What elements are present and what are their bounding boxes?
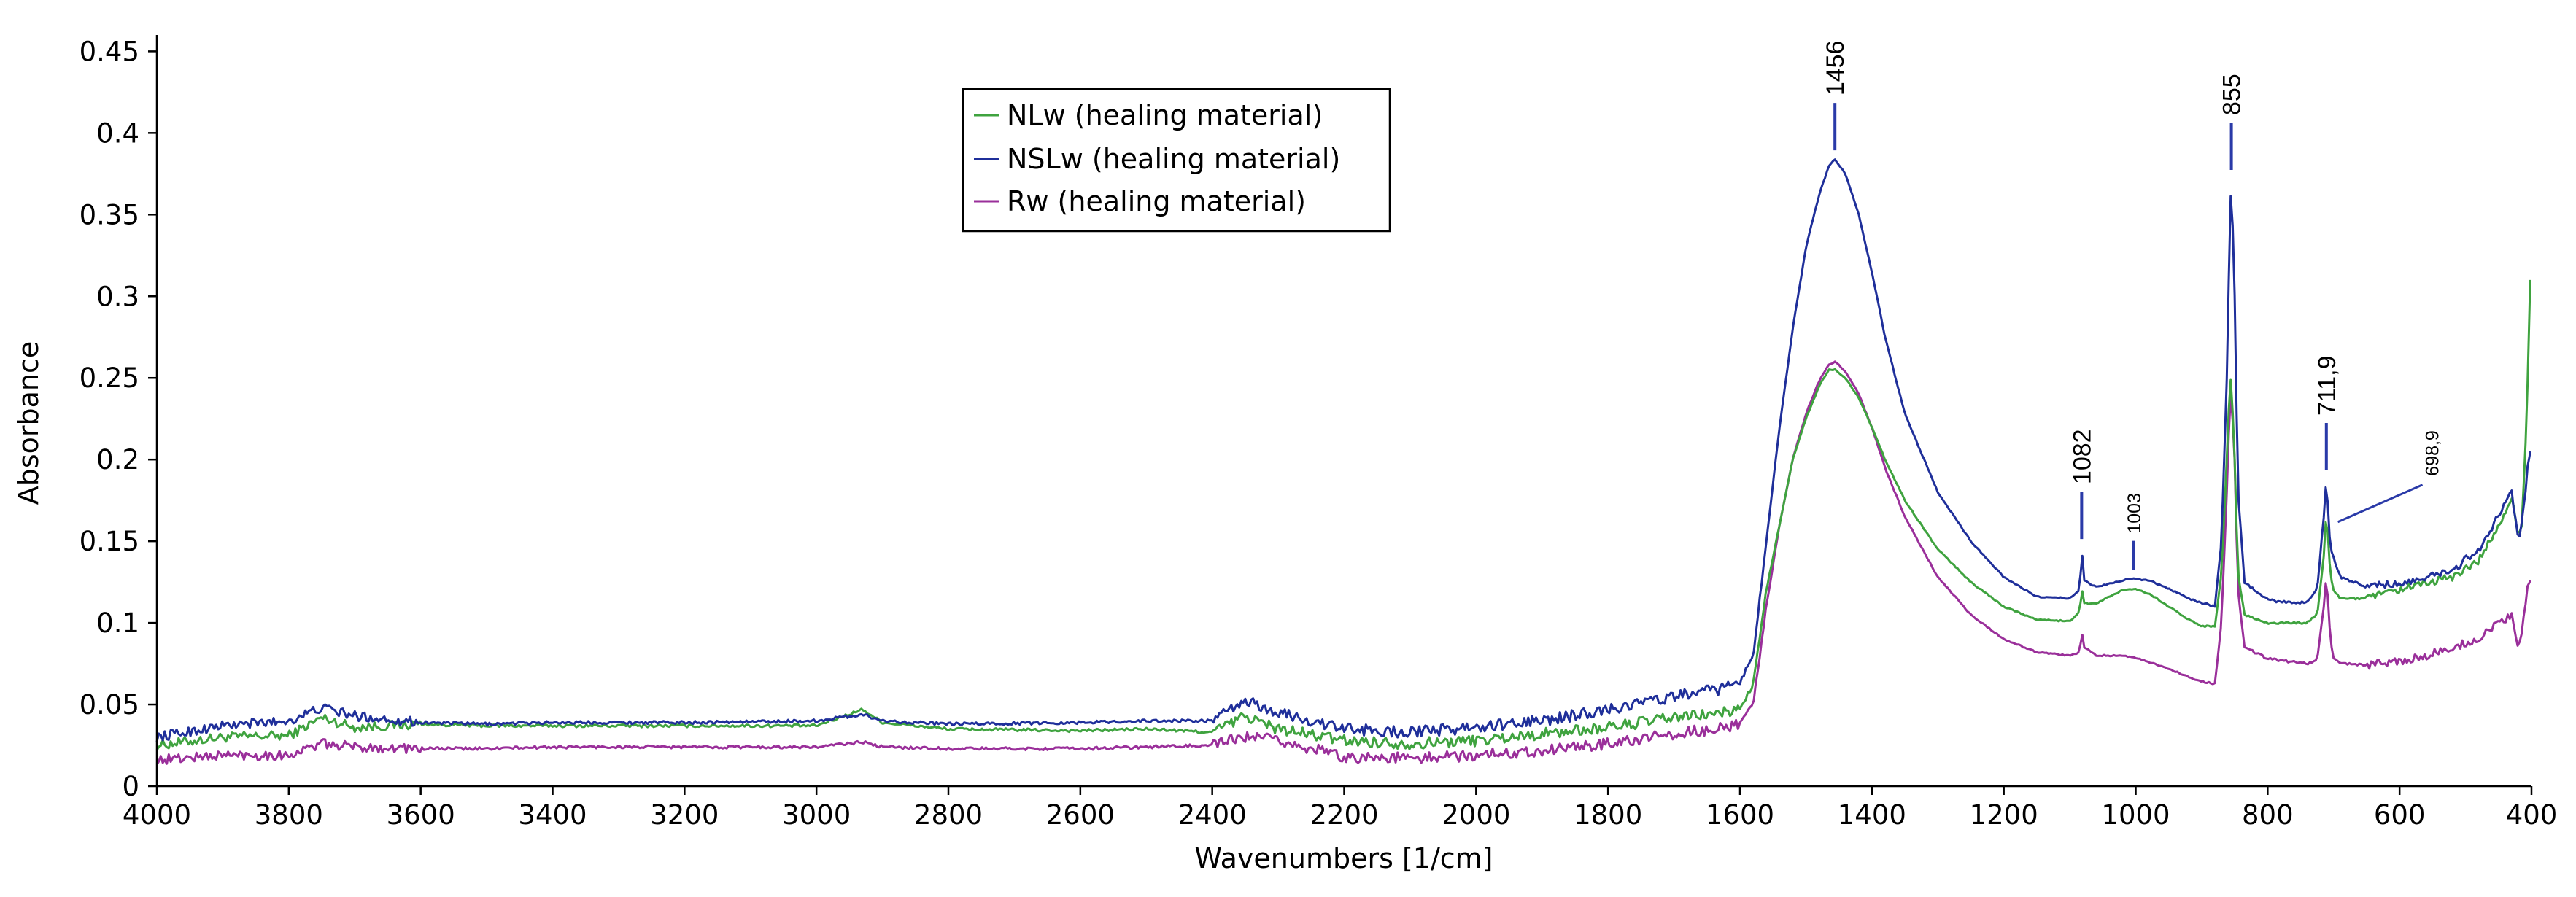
peak-label-text: 711,9: [2313, 355, 2341, 416]
x-axis-title: Wavenumbers [1/cm]: [1194, 842, 1493, 874]
legend-label-nslw: NSLw (healing material): [1007, 143, 1340, 175]
x-tick-label: 1600: [1706, 799, 1774, 831]
x-axis-ticks: 4000 3800 3600 3400 3200 3000 2800 2600 2400 2200…: [123, 786, 2557, 831]
series-rw-line: [155, 360, 2531, 766]
peak-label-698-9: 698,9: [2337, 430, 2443, 524]
x-tick-label: 1000: [2101, 799, 2170, 831]
x-tick-label: 4000: [123, 799, 191, 831]
x-tick-label: 3000: [782, 799, 851, 831]
x-tick-label: 3200: [650, 799, 719, 831]
peak-label-711-9: 711,9: [2313, 355, 2341, 471]
legend-item-nslw: NSLw (healing material): [974, 143, 1340, 175]
legend: NLw (healing material) NSLw (healing mat…: [962, 88, 1391, 233]
x-tick-label: 2400: [1178, 799, 1247, 831]
peak-label-text: 1456: [1822, 41, 1849, 96]
y-axis-title: Absorbance: [12, 341, 45, 505]
x-tick-label: 800: [2242, 799, 2294, 831]
y-tick-label: 0.45: [80, 36, 139, 67]
legend-label-rw: Rw (healing material): [1007, 185, 1306, 217]
x-tick-label: 400: [2506, 799, 2558, 831]
y-tick-label: 0: [122, 771, 139, 802]
y-tick-label: 0.4: [96, 117, 139, 149]
legend-box: [962, 88, 1391, 233]
x-tick-label: 2800: [914, 799, 983, 831]
y-tick-label: 0.2: [96, 444, 139, 475]
peak-label-855: 855: [2219, 74, 2246, 171]
peak-label-text: 1082: [2068, 429, 2096, 484]
peak-label-text: 698,9: [2423, 430, 2443, 476]
x-tick-label: 600: [2374, 799, 2426, 831]
peak-label-1003: 1003: [2124, 493, 2145, 570]
y-tick-label: 0.25: [80, 362, 139, 394]
y-tick-label: 0.35: [80, 199, 139, 230]
y-tick-label: 0.1: [96, 607, 139, 639]
x-tick-label: 1800: [1574, 799, 1642, 831]
peak-annotations: 1456 855 711,9 1082 1003 698,9: [1822, 41, 2443, 570]
peak-label-text: 855: [2219, 74, 2246, 115]
x-tick-label: 3400: [518, 799, 587, 831]
legend-label-nlw: NLw (healing material): [1007, 99, 1323, 131]
x-tick-label: 2600: [1046, 799, 1115, 831]
y-tick-label: 0.05: [80, 689, 139, 721]
y-axis-ticks: 0 0.05 0.1 0.15 0.2 0.25 0.3 0.35 0.4 0.45: [80, 36, 157, 802]
legend-item-rw: Rw (healing material): [974, 185, 1306, 217]
series-nlw-line: [155, 279, 2531, 751]
peak-label-1082: 1082: [2068, 429, 2096, 540]
series-nslw-line: [155, 158, 2531, 742]
peak-label-1456: 1456: [1822, 41, 1849, 151]
x-tick-label: 3800: [255, 799, 323, 831]
x-tick-label: 1200: [1970, 799, 2038, 831]
y-tick-label: 0.15: [80, 526, 139, 557]
x-tick-label: 1400: [1838, 799, 1906, 831]
x-tick-label: 3600: [387, 799, 455, 831]
series-layer: [155, 158, 2531, 766]
x-tick-label: 2000: [1442, 799, 1510, 831]
peak-label-text: 1003: [2124, 493, 2145, 534]
legend-item-nlw: NLw (healing material): [974, 99, 1323, 131]
peak-leader-line: [2337, 484, 2424, 524]
y-tick-label: 0.3: [96, 281, 139, 312]
x-tick-label: 2200: [1310, 799, 1378, 831]
